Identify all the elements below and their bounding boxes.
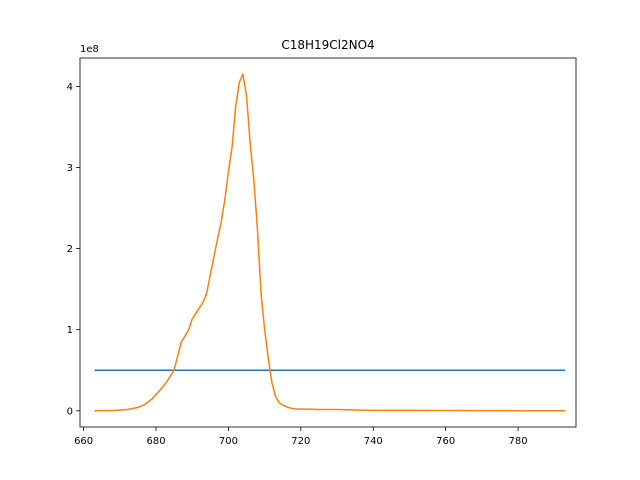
plot-frame: [79, 57, 577, 428]
series-line-2: [94, 73, 566, 412]
x-tick-label: 700: [219, 436, 238, 447]
x-tick-label: 720: [291, 436, 310, 447]
x-tick-label: 680: [146, 436, 165, 447]
x-tick-label: 740: [364, 436, 383, 447]
plot-area: [80, 58, 576, 427]
x-tick-label: 760: [436, 436, 455, 447]
y-offset-label: 1e8: [80, 44, 99, 55]
chart-title: C18H19Cl2NO4: [281, 38, 374, 52]
series-layer: [94, 73, 566, 412]
x-tick-label: 660: [74, 436, 93, 447]
y-tick-label: 2: [67, 244, 73, 255]
y-axis: 0 1 2 3 4: [67, 82, 80, 417]
y-tick-label: 3: [67, 163, 73, 174]
y-tick-label: 1: [67, 325, 73, 336]
y-tick-label: 0: [67, 406, 73, 417]
x-tick-label: 780: [509, 436, 528, 447]
x-axis: 660 680 700 720 740 760 780: [74, 427, 528, 447]
y-tick-label: 4: [67, 82, 73, 93]
